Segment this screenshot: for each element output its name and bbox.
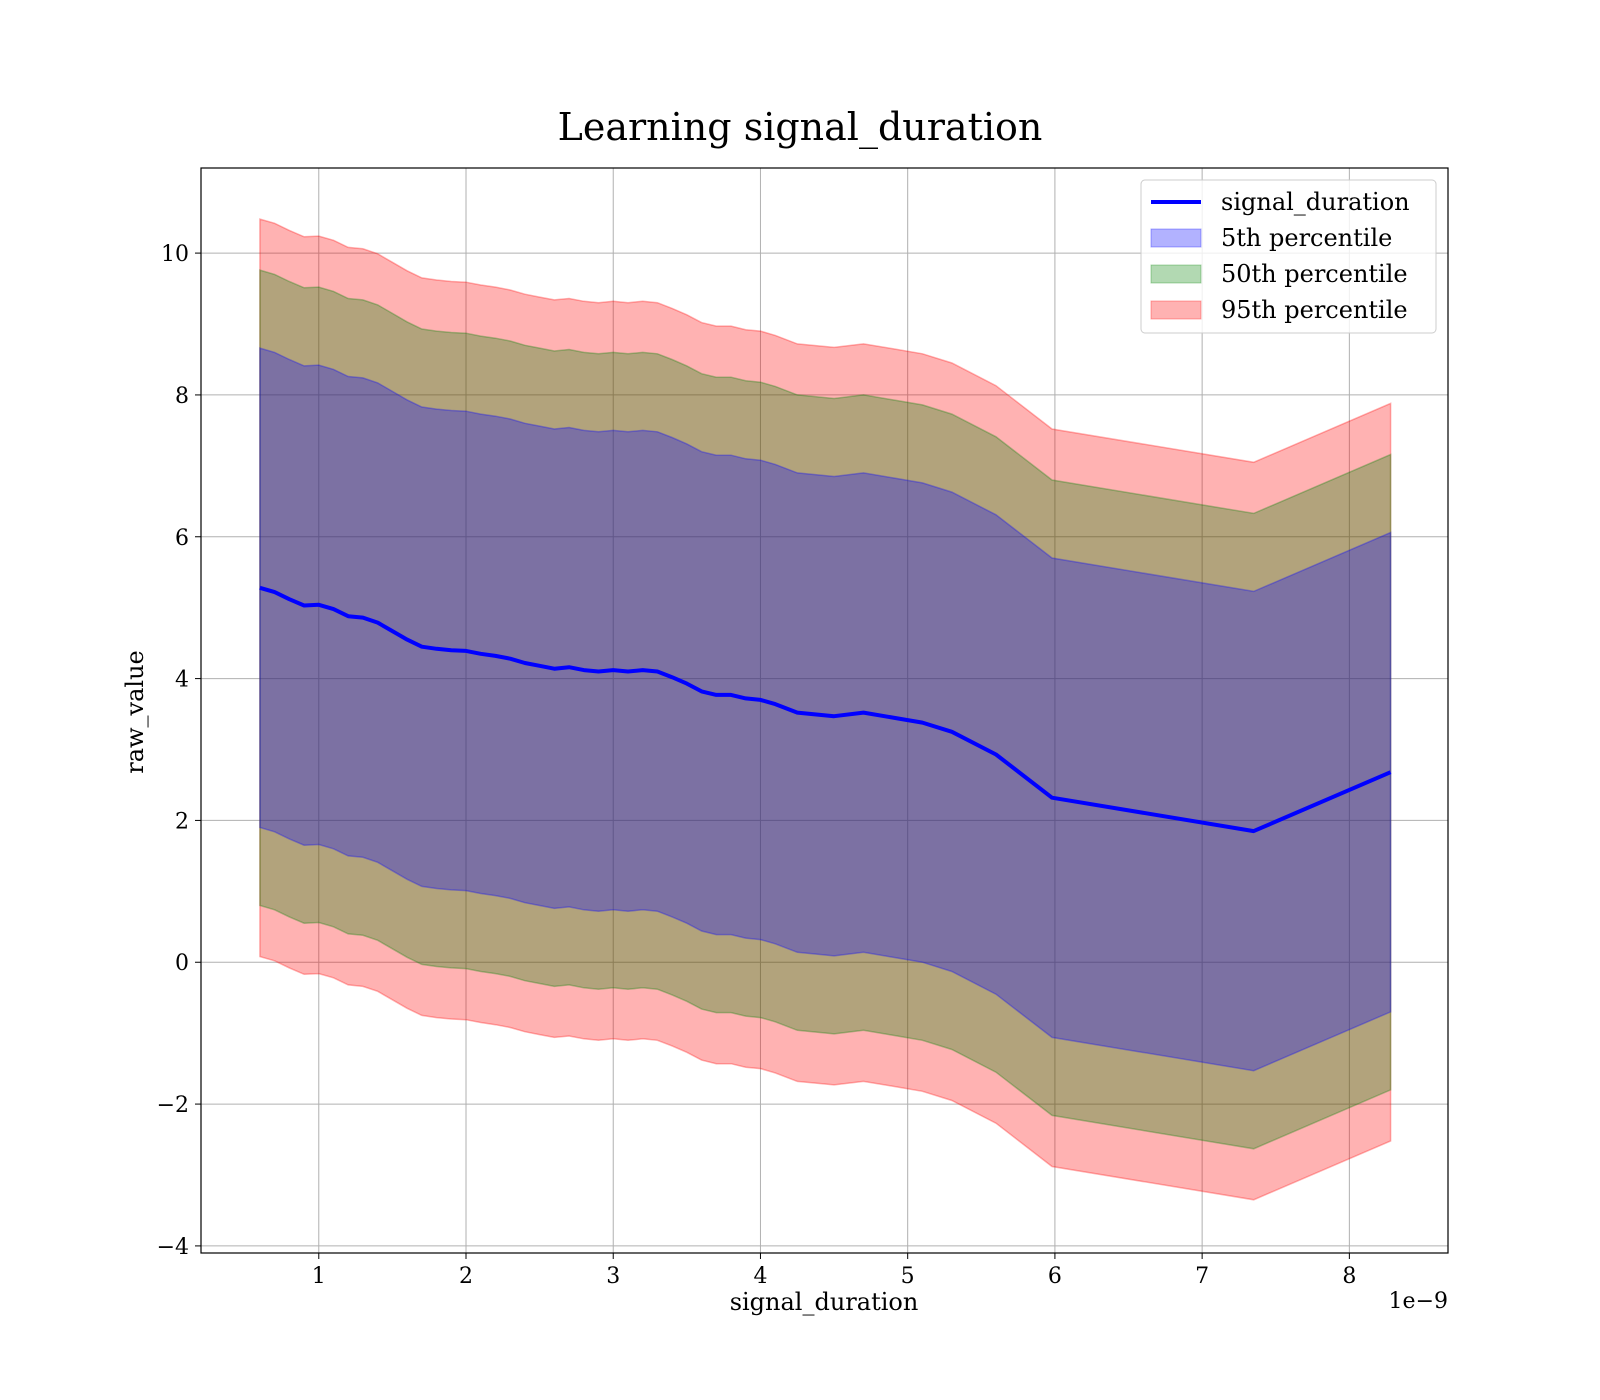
y-tick-label: 2 <box>175 809 189 834</box>
grid-lines <box>201 168 1448 1253</box>
legend-entry-5th-percentile: 5th percentile <box>1150 224 1392 252</box>
legend-entry-95th-percentile: 95th percentile <box>1150 296 1408 324</box>
legend-label: 95th percentile <box>1221 296 1408 324</box>
legend-patch-swatch <box>1150 264 1202 284</box>
band-50th-percentile <box>259 269 1392 1150</box>
x-tick-label: 5 <box>901 1264 915 1289</box>
x-tick-label: 7 <box>1195 1264 1209 1289</box>
legend-label: 50th percentile <box>1221 260 1408 288</box>
legend: signal_duration 5th percentile 50th percen… <box>1140 179 1437 334</box>
x-tick-label: 4 <box>753 1264 767 1289</box>
x-tick-label: 6 <box>1048 1264 1062 1289</box>
y-tick-label: 6 <box>175 526 189 551</box>
plot-frame <box>200 167 1449 1254</box>
y-tick-label: −2 <box>157 1093 189 1118</box>
legend-label: signal_duration <box>1221 188 1410 216</box>
y-tick-label: 10 <box>161 242 189 267</box>
y-tick-label: 0 <box>175 951 189 976</box>
legend-patch-swatch <box>1150 300 1202 320</box>
y-tick-label: 4 <box>175 668 189 693</box>
legend-box <box>1140 179 1437 334</box>
legend-entry-50th-percentile: 50th percentile <box>1150 260 1408 288</box>
band-5th-percentile <box>259 347 1392 1072</box>
x-axis-offset-label: 1e−9 <box>1389 1289 1448 1314</box>
y-axis-label: raw_value <box>121 650 149 774</box>
series-lines <box>259 585 1392 834</box>
y-tick-label: 8 <box>175 384 189 409</box>
chart-title: Learning signal_duration <box>558 105 1043 150</box>
band-95th-percentile <box>259 218 1392 1201</box>
legend-entry-signal-duration: signal_duration <box>1151 188 1410 216</box>
legend-patch-swatch <box>1150 228 1202 248</box>
percentile-bands <box>259 218 1392 1201</box>
y-axis-ticks: −4 −2 0 2 4 6 8 10 <box>157 242 201 1260</box>
x-axis-label: signal_duration <box>730 1288 919 1316</box>
x-tick-label: 8 <box>1342 1264 1356 1289</box>
x-tick-label: 1 <box>312 1264 326 1289</box>
y-tick-label: −4 <box>157 1235 189 1260</box>
series-line-signal-duration <box>259 585 1392 834</box>
x-tick-label: 3 <box>606 1264 620 1289</box>
x-tick-label: 2 <box>459 1264 473 1289</box>
legend-label: 5th percentile <box>1221 224 1392 252</box>
x-axis-ticks: 1 2 3 4 5 6 7 8 <box>312 1253 1356 1289</box>
